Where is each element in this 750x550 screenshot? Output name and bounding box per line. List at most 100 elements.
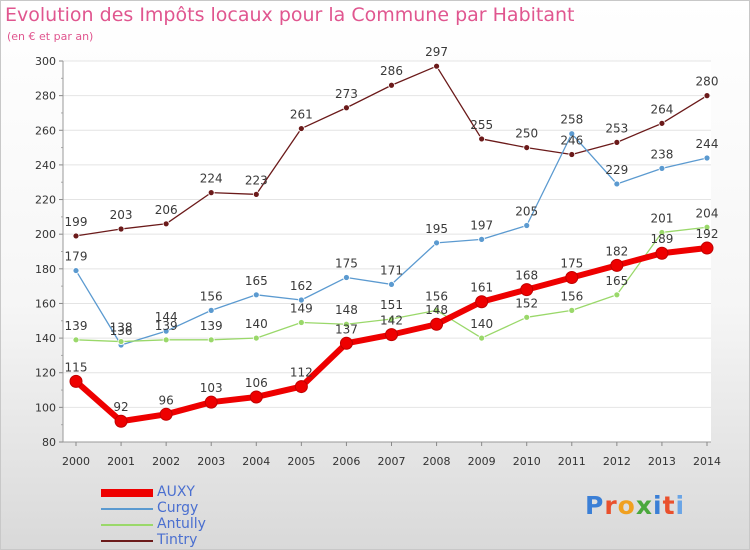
y-tick-label: 200 [35, 228, 56, 241]
data-label-curgy: 165 [245, 274, 268, 288]
data-point-auxy [159, 407, 173, 421]
data-label-antully: 204 [696, 206, 719, 220]
data-label-antully: 138 [110, 321, 133, 335]
data-label-tintry: 224 [200, 172, 223, 186]
data-label-auxy: 142 [380, 314, 403, 328]
data-point-tintry [388, 81, 395, 89]
x-tick-label: 2005 [287, 455, 315, 468]
data-point-auxy [520, 283, 534, 297]
data-point-curgy [658, 164, 666, 172]
data-label-auxy: 137 [335, 322, 358, 336]
data-label-antully: 156 [425, 289, 448, 303]
data-point-auxy [339, 336, 353, 350]
data-label-tintry: 250 [515, 127, 538, 141]
data-point-auxy [430, 317, 444, 331]
data-label-antully: 139 [155, 319, 178, 333]
data-label-auxy: 148 [425, 303, 448, 317]
y-tick-label: 160 [35, 297, 56, 310]
data-point-auxy [385, 328, 398, 342]
data-label-curgy: 136 [110, 324, 133, 338]
data-point-tintry [613, 138, 621, 146]
data-point-tintry [568, 151, 576, 158]
y-tick-label: 220 [35, 194, 56, 207]
data-point-antully [703, 223, 711, 231]
data-label-curgy: 171 [380, 263, 403, 277]
data-label-tintry: 255 [470, 118, 493, 132]
data-point-curgy [523, 222, 531, 229]
data-point-auxy [565, 270, 579, 284]
x-tick-label: 2010 [513, 455, 541, 468]
x-tick-label: 2013 [648, 455, 676, 468]
data-point-curgy [207, 306, 215, 314]
data-label-curgy: 238 [650, 147, 673, 161]
data-label-tintry: 261 [290, 108, 313, 122]
series-lines [69, 62, 714, 428]
y-tick-label: 300 [35, 55, 56, 68]
data-point-antully [523, 313, 531, 321]
data-point-antully [658, 229, 666, 236]
data-label-curgy: 156 [200, 289, 223, 303]
data-point-auxy [69, 374, 83, 388]
data-label-antully: 139 [200, 319, 223, 333]
data-label-tintry: 253 [605, 121, 628, 135]
data-label-curgy: 258 [560, 113, 583, 127]
data-label-antully: 148 [335, 303, 358, 317]
data-point-tintry [72, 232, 80, 240]
data-point-tintry [117, 225, 125, 233]
data-point-antully [343, 320, 350, 328]
data-point-auxy [249, 390, 263, 404]
plot-area [63, 61, 711, 442]
data-label-auxy: 161 [470, 281, 493, 295]
x-tick-label: 2011 [558, 455, 586, 468]
data-label-tintry: 273 [335, 87, 358, 101]
data-point-tintry [523, 144, 531, 151]
data-label-auxy: 189 [650, 232, 673, 246]
data-point-tintry [343, 104, 350, 112]
data-label-curgy: 244 [696, 137, 719, 151]
data-point-antully [613, 291, 621, 299]
data-point-auxy [114, 414, 128, 428]
data-point-auxy [655, 246, 669, 260]
data-point-curgy [343, 274, 350, 281]
chart-subtitle: (en € et par an) [7, 30, 94, 43]
data-point-tintry [433, 62, 440, 70]
x-tick-label: 2006 [332, 455, 360, 468]
data-label-curgy: 229 [605, 163, 628, 177]
data-label-auxy: 168 [515, 269, 538, 283]
x-tick-label: 2014 [693, 455, 721, 468]
data-label-curgy: 179 [65, 250, 88, 264]
data-label-antully: 152 [515, 296, 538, 310]
data-point-antully [297, 319, 305, 326]
data-label-auxy: 175 [560, 256, 583, 270]
data-label-curgy: 195 [425, 222, 448, 236]
data-label-tintry: 206 [155, 203, 178, 217]
legend-label: Curgy [157, 500, 199, 516]
data-point-curgy [297, 296, 305, 304]
data-label-tintry: 223 [245, 173, 268, 187]
data-label-antully: 201 [650, 211, 673, 225]
data-point-antully [433, 306, 440, 314]
data-point-curgy [433, 239, 440, 247]
data-point-tintry [478, 135, 486, 143]
data-point-antully [162, 336, 170, 344]
data-point-antully [207, 336, 215, 344]
chart-title: Evolution des Impôts locaux pour la Comm… [5, 4, 575, 26]
data-label-antully: 139 [65, 319, 88, 333]
data-point-curgy [703, 154, 711, 162]
data-point-curgy [568, 130, 576, 138]
data-label-antully: 149 [290, 302, 313, 316]
legend-swatch [101, 524, 153, 526]
data-label-antully: 156 [560, 289, 583, 303]
x-tick-label: 2009 [468, 455, 496, 468]
y-tick-label: 140 [35, 332, 56, 345]
x-tick-label: 2004 [242, 455, 270, 468]
data-point-antully [72, 336, 80, 344]
y-tick-label: 280 [35, 90, 56, 103]
x-tick-label: 2000 [62, 455, 90, 468]
data-label-antully: 140 [245, 317, 268, 331]
data-label-curgy: 197 [470, 218, 493, 232]
data-label-antully: 165 [605, 274, 628, 288]
y-tick-label: 180 [35, 263, 56, 276]
data-point-antully [117, 338, 125, 345]
data-point-antully [388, 315, 395, 323]
